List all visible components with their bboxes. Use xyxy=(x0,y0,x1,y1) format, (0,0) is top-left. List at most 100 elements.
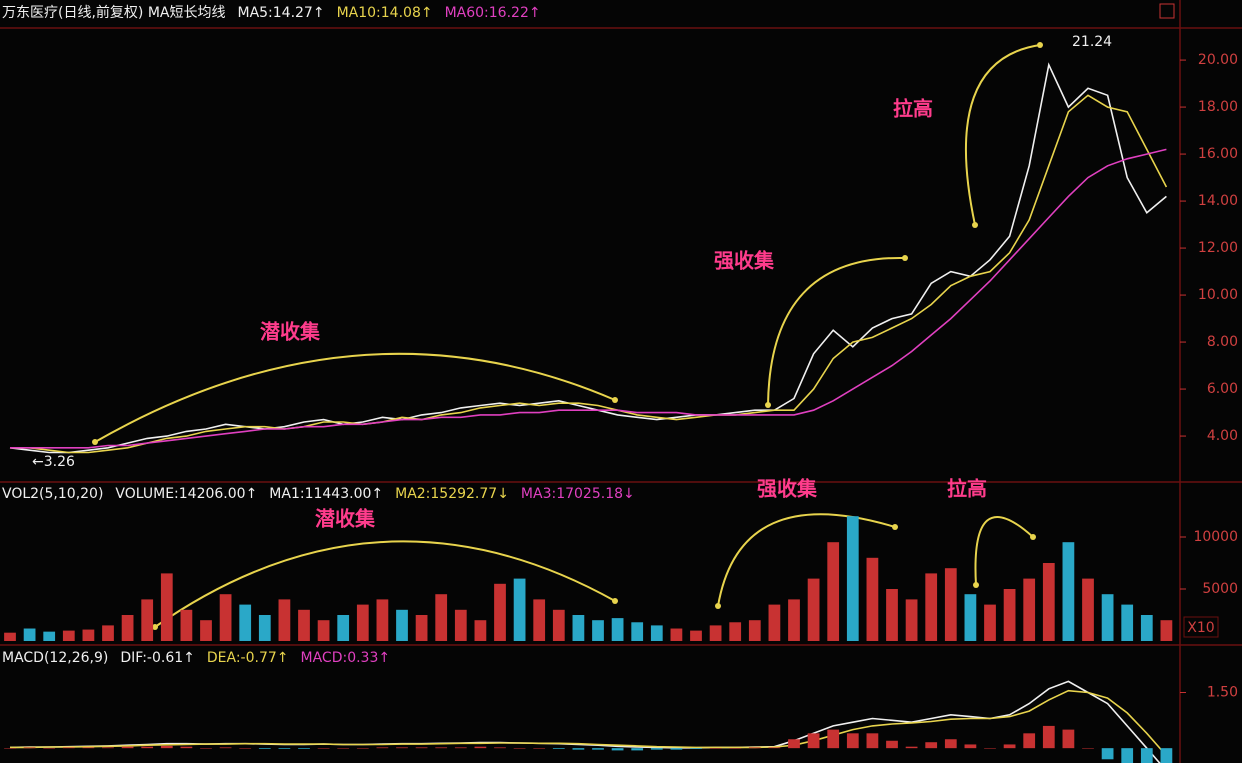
bar xyxy=(62,747,75,749)
y-tick-label: 18.00 xyxy=(1198,99,1238,115)
y-tick-label: 16.00 xyxy=(1198,146,1238,162)
curve xyxy=(94,352,616,443)
bar xyxy=(866,557,879,641)
bar xyxy=(454,747,467,749)
legend-entry: MACD:0.33↑ xyxy=(301,650,391,666)
bar xyxy=(1082,578,1094,641)
legend-entry: MA5:14.27↑ xyxy=(237,5,324,21)
bar xyxy=(846,733,859,749)
legend-entry: MACD(12,26,9) xyxy=(2,650,108,666)
bar xyxy=(396,747,408,749)
bar xyxy=(552,609,565,641)
legend-entry: MA1:11443.00↑ xyxy=(269,486,383,502)
annotation: 拉高 xyxy=(947,477,987,501)
bar xyxy=(4,632,16,641)
bar xyxy=(866,733,879,749)
dot xyxy=(902,255,908,261)
bar xyxy=(435,747,448,749)
bar xyxy=(729,748,742,749)
bar xyxy=(827,729,840,749)
bar xyxy=(298,748,310,749)
bar xyxy=(905,746,918,749)
bar xyxy=(43,631,56,641)
bar xyxy=(180,609,193,641)
dot xyxy=(892,524,898,530)
bar xyxy=(513,578,526,641)
dot xyxy=(92,439,98,445)
bar xyxy=(376,747,389,749)
y-tick-label: 10000 xyxy=(1193,529,1238,545)
dot xyxy=(152,624,158,630)
bar xyxy=(1082,748,1094,749)
bar xyxy=(690,748,702,749)
y-tick-label: 10.00 xyxy=(1198,287,1238,303)
legend-entry: MA3:17025.18↓ xyxy=(521,486,635,502)
bar xyxy=(23,747,36,749)
bar xyxy=(337,748,350,749)
bar xyxy=(827,542,840,641)
curve xyxy=(767,256,906,406)
y-tick-label: 12.00 xyxy=(1198,240,1238,256)
bar xyxy=(768,747,781,749)
legend-entry: MA10:14.08↑ xyxy=(337,5,433,21)
bar xyxy=(474,620,487,641)
bar xyxy=(435,594,448,641)
dot xyxy=(765,402,771,408)
scale-box xyxy=(1183,616,1219,638)
bar xyxy=(200,620,212,641)
y-tick-label: 20.00 xyxy=(1198,52,1238,68)
bar xyxy=(102,625,114,641)
bar xyxy=(748,620,761,641)
bar xyxy=(944,568,957,641)
bar xyxy=(925,573,938,641)
bar xyxy=(121,615,134,641)
y-tick-label: 5000 xyxy=(1202,581,1238,597)
series-line xyxy=(10,94,1168,454)
dot xyxy=(1030,534,1036,540)
annotation: 拉高 xyxy=(893,97,933,121)
bar xyxy=(396,609,408,641)
legend-entry: VOL2(5,10,20) xyxy=(2,486,103,502)
curve xyxy=(964,44,1041,226)
bar xyxy=(1062,729,1075,749)
dot xyxy=(973,582,979,588)
bar xyxy=(709,625,722,641)
bar xyxy=(1160,748,1173,763)
bar xyxy=(317,620,330,641)
curve xyxy=(974,516,1034,586)
bar xyxy=(258,748,271,749)
bar xyxy=(43,748,56,749)
bar xyxy=(82,747,95,749)
bar xyxy=(690,630,702,641)
bar xyxy=(494,747,506,749)
dot xyxy=(1037,42,1043,48)
window-icon[interactable] xyxy=(1159,3,1175,19)
bar xyxy=(709,748,722,749)
bar xyxy=(317,748,330,749)
bar xyxy=(278,599,291,641)
series-line xyxy=(10,148,1167,449)
bar xyxy=(1062,542,1075,641)
bar xyxy=(356,604,369,641)
legend-entry: VOLUME:14206.00↑ xyxy=(115,486,257,502)
legend-entry: MA60:16.22↑ xyxy=(445,5,541,21)
bar xyxy=(454,609,467,641)
bar xyxy=(670,748,683,750)
bar xyxy=(592,748,604,750)
y-tick-label: 14.00 xyxy=(1198,193,1238,209)
legend-entry: DEA:-0.77↑ xyxy=(207,650,289,666)
bar xyxy=(1003,744,1016,749)
series-line xyxy=(10,689,1168,757)
bar xyxy=(1042,725,1055,749)
bar xyxy=(415,615,428,641)
bar xyxy=(376,599,389,641)
dot xyxy=(715,603,721,609)
bar xyxy=(494,583,506,641)
legend-entry: DIF:-0.61↑ xyxy=(120,650,195,666)
bar xyxy=(1023,733,1036,749)
curve xyxy=(154,540,616,628)
scale-note: X10 xyxy=(1187,620,1214,636)
bar xyxy=(1003,589,1016,641)
bar xyxy=(631,622,644,641)
